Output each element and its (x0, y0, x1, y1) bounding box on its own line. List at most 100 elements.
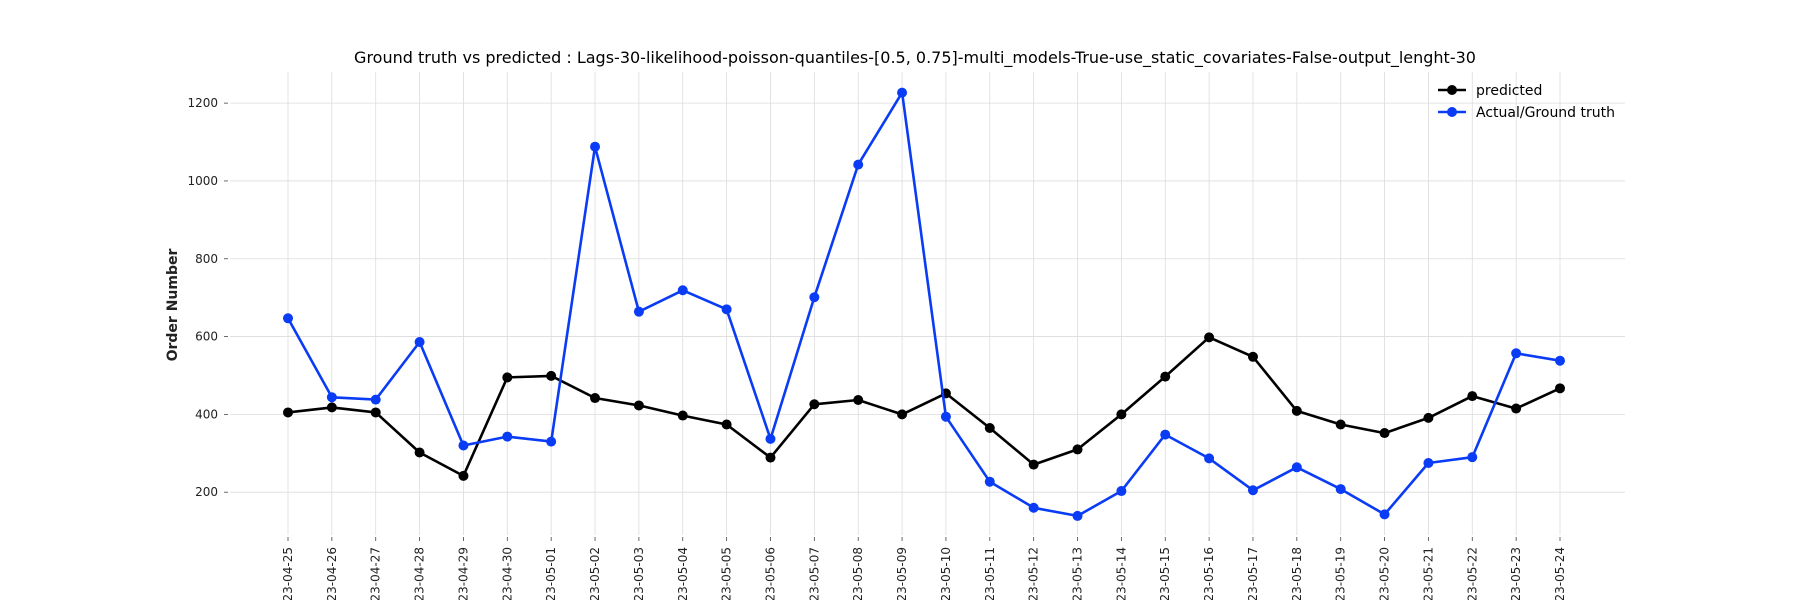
x-tick-label: 2023-04-25 (281, 547, 295, 600)
x-tick-label: 2023-05-09 (895, 547, 909, 600)
data-point-actual-ground-truth (1423, 458, 1434, 469)
data-point-predicted (1291, 405, 1302, 416)
data-point-actual-ground-truth (326, 392, 337, 403)
x-tick-label: 2023-05-02 (588, 547, 602, 600)
data-point-actual-ground-truth (1335, 484, 1346, 495)
data-point-predicted (1028, 459, 1039, 470)
data-point-predicted (1204, 332, 1215, 343)
data-point-actual-ground-truth (546, 436, 557, 447)
y-tick-label: 200 (195, 485, 218, 499)
x-tick-label: 2023-04-26 (325, 547, 339, 600)
x-tick-label: 2023-05-10 (939, 547, 953, 600)
data-point-actual-ground-truth (765, 433, 776, 444)
data-point-actual-ground-truth (458, 440, 469, 451)
data-point-actual-ground-truth (633, 306, 644, 317)
data-point-predicted (283, 407, 293, 418)
data-point-predicted (853, 394, 864, 405)
series-layer (283, 87, 1565, 521)
data-point-predicted (1116, 409, 1127, 420)
data-point-actual-ground-truth (1028, 502, 1039, 513)
axes: 200 400 600 800 1000 1200 2023-04-25 2023-04-26… (187, 96, 1567, 600)
legend-label-predicted: predicted (1476, 83, 1542, 99)
x-tick-label: 2023-05-04 (676, 547, 690, 600)
x-tick-label: 2023-05-18 (1290, 547, 1304, 600)
data-point-actual-ground-truth (677, 285, 688, 296)
x-tick-label: 2023-05-01 (544, 547, 558, 600)
x-tick-label: 2023-05-13 (1071, 547, 1085, 600)
data-point-actual-ground-truth (590, 141, 601, 152)
data-point-predicted (1555, 383, 1565, 394)
data-point-predicted (984, 423, 995, 434)
series-line-actual-ground-truth (286, 91, 1561, 518)
series-actual-ground-truth (283, 87, 1565, 521)
data-point-actual-ground-truth (1116, 486, 1127, 497)
x-tick-label: 2023-04-28 (413, 547, 427, 600)
legend-label-actual-ground-truth: Actual/Ground truth (1476, 105, 1615, 121)
x-tick-label: 2023-05-19 (1334, 547, 1348, 600)
data-point-actual-ground-truth (1379, 509, 1390, 520)
x-tick-label: 2023-05-08 (851, 547, 865, 600)
data-point-predicted (414, 447, 425, 458)
x-tick-label: 2023-05-03 (632, 547, 646, 600)
legend-marker-predicted (1447, 85, 1457, 95)
data-point-predicted (546, 370, 557, 381)
data-point-actual-ground-truth (984, 476, 995, 487)
data-point-predicted (721, 419, 732, 430)
chart-title: Ground truth vs predicted : Lags-30-like… (354, 48, 1476, 68)
x-tick-label: 2023-05-22 (1465, 547, 1479, 600)
x-tick-label: 2023-05-21 (1421, 547, 1435, 600)
data-point-actual-ground-truth (370, 394, 381, 405)
y-tick-label: 800 (195, 252, 218, 266)
data-point-actual-ground-truth (1160, 429, 1171, 440)
data-point-actual-ground-truth (414, 337, 425, 348)
gridlines (230, 72, 1625, 535)
x-tick-label: 2023-04-27 (369, 547, 383, 600)
data-point-actual-ground-truth (1072, 510, 1083, 521)
x-tick-label: 2023-05-15 (1158, 547, 1172, 600)
y-tick-label: 1000 (187, 174, 218, 188)
data-point-predicted (502, 372, 513, 383)
y-tick-label: 400 (195, 407, 218, 421)
x-tick-label: 2023-05-14 (1114, 547, 1128, 600)
data-point-actual-ground-truth (897, 87, 908, 98)
data-point-predicted (590, 393, 601, 404)
x-tick-label: 2023-05-23 (1509, 547, 1523, 600)
x-tick-label: 2023-05-16 (1202, 547, 1216, 600)
x-tick-label: 2023-05-17 (1246, 547, 1260, 600)
data-point-predicted (1423, 412, 1434, 423)
data-point-actual-ground-truth (1204, 453, 1215, 464)
x-tick-label: 2023-05-06 (763, 547, 777, 600)
data-point-predicted (765, 452, 776, 463)
x-tick-label: 2023-05-11 (983, 547, 997, 600)
data-point-actual-ground-truth (1511, 348, 1522, 359)
data-point-predicted (1379, 428, 1390, 439)
data-point-actual-ground-truth (1467, 452, 1478, 463)
x-tick-label: 2023-04-30 (500, 547, 514, 600)
data-point-predicted (1467, 391, 1478, 402)
data-point-predicted (1160, 371, 1171, 382)
legend: predicted Actual/Ground truth (1438, 83, 1615, 121)
x-tick-label: 2023-05-24 (1553, 547, 1567, 600)
data-point-predicted (1335, 419, 1346, 430)
y-tick-label: 1200 (187, 96, 218, 110)
data-point-actual-ground-truth (940, 411, 951, 422)
x-tick-label: 2023-05-07 (807, 547, 821, 600)
y-tick-label: 600 (195, 330, 218, 344)
data-point-actual-ground-truth (1555, 355, 1565, 366)
data-point-predicted (1511, 403, 1522, 414)
data-point-predicted (897, 409, 908, 420)
data-point-actual-ground-truth (502, 431, 513, 442)
data-point-actual-ground-truth (721, 304, 732, 315)
data-point-actual-ground-truth (283, 313, 293, 324)
data-point-actual-ground-truth (809, 292, 820, 303)
data-point-predicted (633, 400, 644, 411)
x-tick-label: 2023-05-05 (720, 547, 734, 600)
x-tick-label: 2023-05-12 (1027, 547, 1041, 600)
y-axis-label: Order Number (165, 249, 181, 362)
data-point-predicted (677, 410, 688, 421)
data-point-predicted (458, 470, 469, 481)
data-point-predicted (326, 402, 337, 413)
data-point-predicted (809, 399, 820, 410)
